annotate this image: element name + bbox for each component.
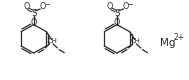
Text: Mg: Mg bbox=[160, 38, 176, 48]
Text: S: S bbox=[31, 9, 36, 18]
Text: O: O bbox=[123, 2, 129, 11]
Text: CH: CH bbox=[47, 38, 57, 44]
Text: −: − bbox=[127, 2, 133, 8]
Text: S: S bbox=[114, 9, 120, 18]
Text: O: O bbox=[114, 18, 120, 27]
Text: 2+: 2+ bbox=[174, 33, 185, 42]
Text: CH: CH bbox=[131, 38, 141, 44]
Text: O: O bbox=[24, 2, 30, 11]
Text: O: O bbox=[31, 18, 37, 27]
Text: −: − bbox=[44, 2, 50, 8]
Text: O: O bbox=[107, 2, 113, 11]
Text: O: O bbox=[39, 2, 46, 11]
